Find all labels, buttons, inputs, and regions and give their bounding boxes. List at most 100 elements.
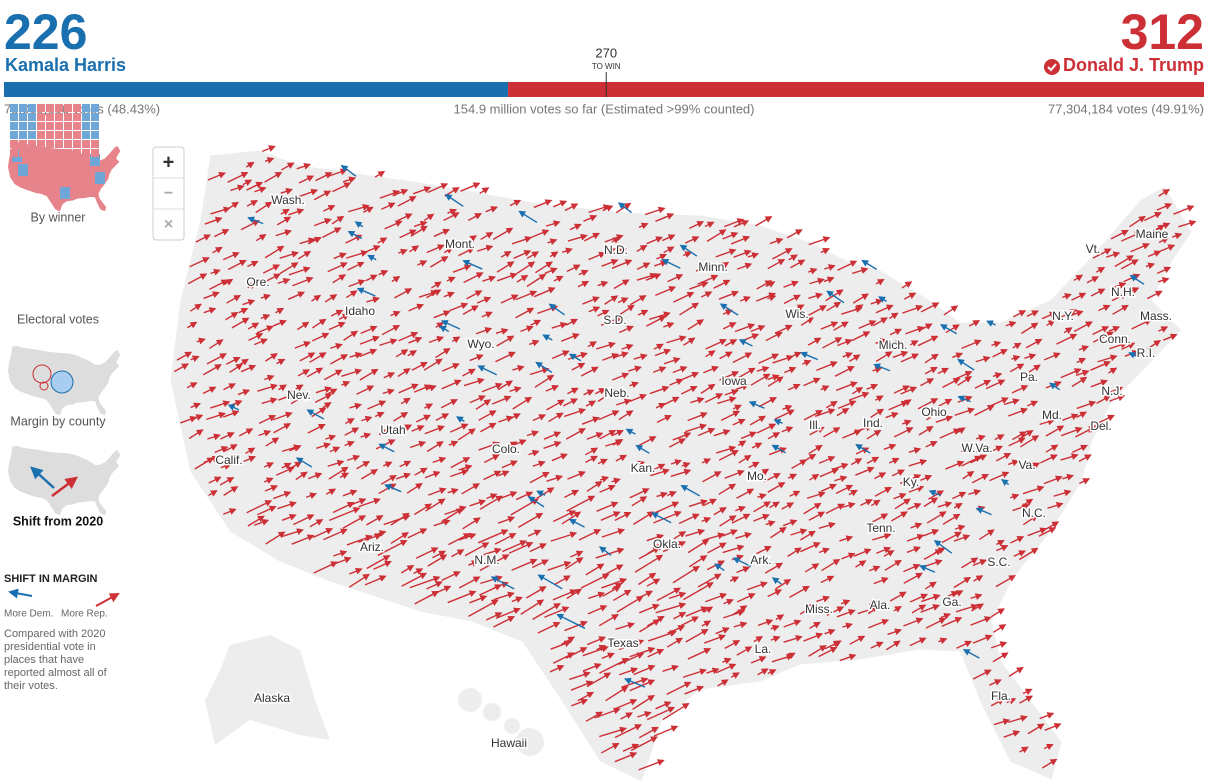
shift-arrow (630, 295, 647, 306)
shift-arrow (518, 512, 544, 529)
shift-arrow (227, 172, 249, 183)
shift-arrow (247, 322, 260, 330)
shift-arrow (311, 294, 322, 302)
thumbnail-blue (95, 172, 105, 184)
shift-arrow (356, 287, 376, 297)
shift-arrow (227, 201, 240, 210)
shift-arrow (891, 511, 908, 522)
zoom-button[interactable]: × (164, 216, 173, 233)
shift-arrow (975, 434, 986, 442)
shift-arrow (378, 443, 395, 453)
shift-arrow (961, 445, 972, 453)
shift-arrow (222, 508, 237, 515)
shift-arrow (424, 470, 441, 479)
shift-arrow (516, 274, 529, 283)
shift-arrow (433, 519, 451, 527)
shift-arrow (989, 471, 1010, 482)
shift-arrow (344, 427, 360, 436)
shift-arrow (703, 532, 726, 541)
shift-arrow (222, 410, 240, 418)
shift-arrow (1025, 338, 1043, 349)
shift-arrow (264, 157, 275, 164)
shift-arrow (482, 547, 502, 556)
shift-arrow (1012, 342, 1022, 350)
shift-arrow (551, 321, 568, 329)
shift-arrow (481, 382, 503, 393)
shift-arrow (536, 490, 546, 497)
shift-arrow (546, 399, 565, 411)
view-option[interactable]: Shift from 2020 (8, 446, 121, 528)
shift-arrow (974, 380, 992, 389)
shift-arrow (260, 293, 271, 301)
shift-arrow (396, 472, 412, 480)
shift-arrow (292, 276, 314, 287)
shift-arrow (732, 418, 746, 426)
shift-arrow (1027, 527, 1048, 537)
shift-arrow (433, 228, 450, 238)
shift-arrow (837, 260, 858, 271)
state-label: Ga. (942, 595, 961, 609)
shift-arrow (681, 462, 691, 469)
shift-arrow (570, 550, 584, 558)
shift-arrow (451, 549, 465, 558)
shift-arrow (348, 204, 370, 213)
shift-arrow (373, 530, 387, 537)
shift-arrow (822, 337, 843, 349)
shift-arrow (230, 184, 245, 192)
shift-arrow (1045, 425, 1065, 437)
shift-arrow (356, 461, 371, 470)
state-label: Ariz. (360, 540, 384, 554)
shift-arrow (543, 440, 562, 449)
shift-arrow (629, 393, 647, 403)
state-label: Tenn. (866, 521, 895, 535)
legend-arrow (8, 588, 33, 599)
shift-arrow (636, 245, 648, 252)
shift-arrow (602, 205, 614, 212)
shift-arrow (861, 259, 878, 270)
thumbnail-cell (55, 104, 63, 112)
view-label[interactable]: Shift from 2020 (13, 514, 103, 528)
shift-arrow (818, 521, 836, 529)
thumbnail-cell (82, 122, 90, 130)
shift-arrow (346, 534, 373, 546)
shift-arrow (500, 251, 512, 258)
shift-arrow (384, 483, 402, 493)
thumbnail-cell (10, 122, 18, 130)
view-label[interactable]: Electoral votes (17, 312, 99, 326)
shift-arrow (670, 468, 692, 478)
thumbnail-cell (28, 131, 36, 139)
zoom-button[interactable]: + (163, 151, 175, 173)
shift-arrow (1053, 489, 1072, 497)
shift-arrow (848, 489, 858, 497)
shift-arrow (689, 281, 709, 290)
shift-arrow (328, 321, 346, 331)
shift-arrow (723, 218, 745, 228)
view-label[interactable]: By winner (31, 210, 86, 224)
shift-arrow (208, 476, 222, 484)
shift-arrow (535, 261, 553, 274)
shift-arrow (597, 280, 609, 288)
shift-arrow (587, 341, 597, 348)
shift-arrow (783, 366, 797, 374)
view-label[interactable]: Margin by county (10, 414, 106, 428)
state-label: Okla. (653, 537, 681, 551)
shift-arrow (663, 396, 680, 406)
shift-arrow (615, 351, 629, 359)
shift-arrow (866, 456, 880, 465)
shift-arrow (206, 353, 227, 365)
shift-arrow (637, 309, 649, 317)
view-option[interactable]: Margin by county (8, 346, 121, 428)
state-label: Kan. (631, 461, 656, 475)
shift-arrow (611, 477, 621, 485)
zoom-button[interactable]: − (164, 185, 173, 202)
shift-arrow (945, 460, 965, 470)
shift-arrow (874, 472, 887, 480)
shift-arrow (288, 266, 311, 276)
shift-arrow (223, 383, 236, 391)
shift-arrow (586, 432, 604, 440)
shift-arrow (542, 334, 553, 341)
thumbnail-cell (28, 140, 36, 148)
shift-arrow (186, 321, 198, 329)
shift-arrow (462, 259, 483, 270)
shift-arrow (697, 427, 716, 437)
